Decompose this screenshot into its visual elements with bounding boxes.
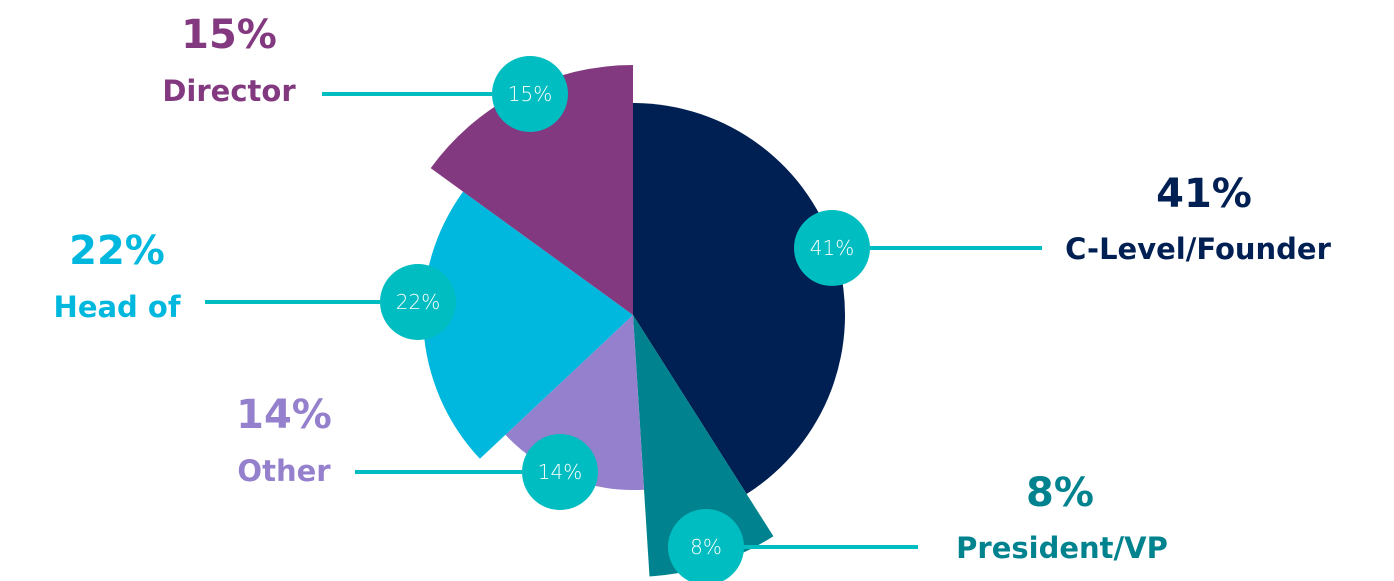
value-bubbles: 41% 8% 14% 22% 15%	[380, 56, 870, 581]
bubble-other	[522, 434, 598, 510]
label-percent-other: 14%	[236, 392, 332, 438]
bubble-label-head-of: 22%	[396, 290, 440, 314]
bubble-head-of	[380, 264, 456, 340]
slice-president-vp	[633, 315, 774, 577]
label-name-director: Director	[162, 74, 296, 108]
label-percent-head-of: 22%	[69, 228, 165, 274]
bubble-label-c-level-founder: 41%	[810, 236, 854, 260]
label-name-c-level-founder: C-Level/Founder	[1065, 232, 1332, 266]
slice-c-level-founder	[633, 103, 846, 494]
label-name-head-of: Head of	[54, 290, 181, 324]
bubble-president-vp	[668, 509, 744, 581]
slice-head-of	[422, 191, 633, 459]
bubble-label-president-vp: 8%	[690, 535, 722, 559]
slice-director	[430, 64, 633, 315]
bubble-c-level-founder	[794, 210, 870, 286]
bubble-label-other: 14%	[538, 460, 582, 484]
label-name-other: Other	[237, 454, 331, 488]
label-percent-director: 15%	[181, 12, 277, 58]
pie-slices	[422, 64, 846, 577]
bubble-label-director: 15%	[508, 82, 552, 106]
leader-lines	[205, 92, 1042, 549]
label-percent-president-vp: 8%	[1026, 470, 1094, 516]
label-percent-c-level-founder: 41%	[1156, 171, 1252, 217]
bubble-director	[492, 56, 568, 132]
label-name-president-vp: President/VP	[956, 531, 1168, 565]
